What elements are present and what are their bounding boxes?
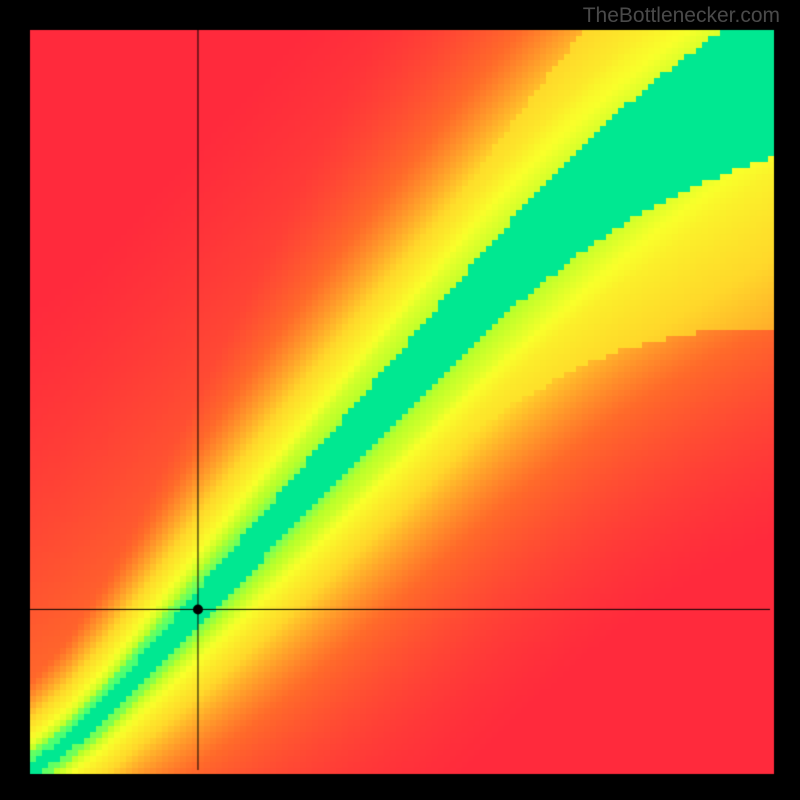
- chart-container: TheBottlenecker.com: [0, 0, 800, 800]
- bottleneck-heatmap: [0, 0, 800, 800]
- watermark-text: TheBottlenecker.com: [583, 4, 780, 28]
